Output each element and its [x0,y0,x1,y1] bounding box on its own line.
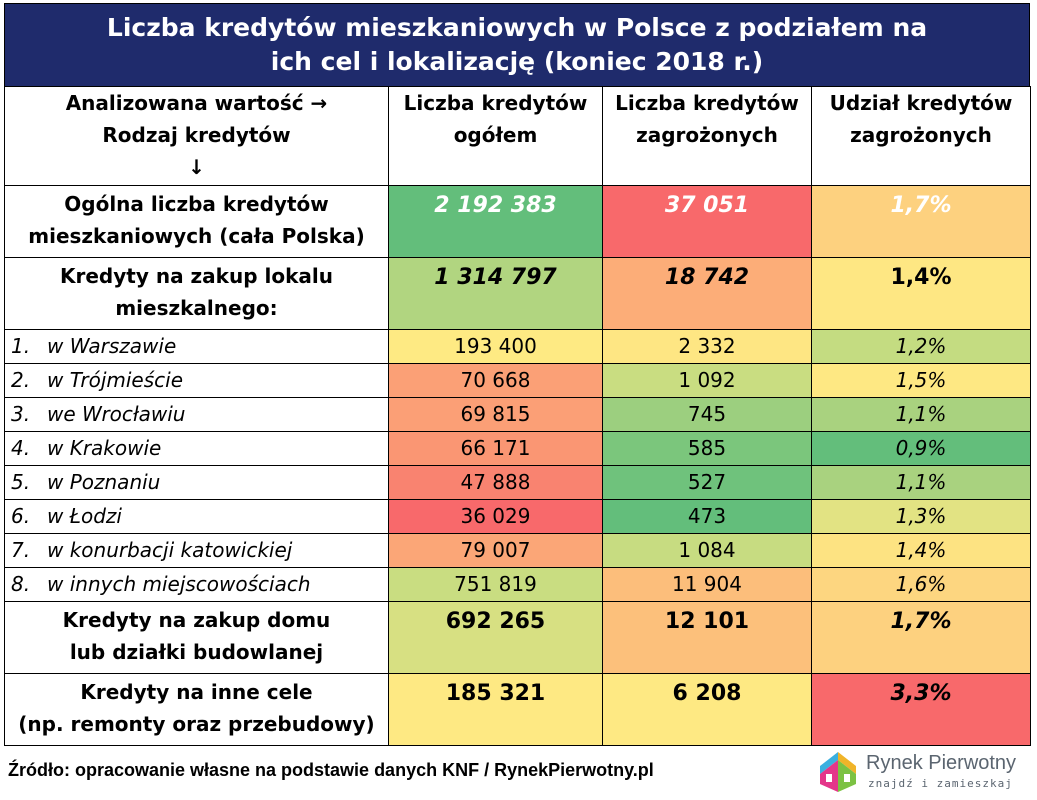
cell-share: 1,7% [811,601,1031,674]
cell-at-risk: 18 742 [602,257,812,330]
cell-share: 1,2% [811,329,1031,364]
cell-total: 2 192 383 [388,185,603,258]
row-flats: Kredyty na zakup lokalu mieszkalnego: 1 … [4,257,1031,330]
row-label: Kredyty na inne cele (np. remonty oraz p… [4,673,389,746]
cell-total: 36 029 [388,499,603,534]
house-logo-icon [820,752,856,792]
title-line-2: ich cel i lokalizację (koniec 2018 r.) [270,47,764,76]
cell-total: 66 171 [388,431,603,466]
cell-total: 185 321 [388,673,603,746]
cell-share: 1,5% [811,363,1031,398]
cell-total: 193 400 [388,329,603,364]
cell-at-risk: 745 [602,397,812,432]
city-label: 8. w innych miejscowościach [4,567,389,602]
cell-share: 1,1% [811,465,1031,500]
row-city: 8. w innych miejscowościach 751 819 11 90… [4,567,1031,602]
row-city: 2. w Trójmieście 70 668 1 092 1,5% [4,363,1031,398]
cell-total: 751 819 [388,567,603,602]
logo-tagline: znajdź i zamieszkaj [868,777,1013,790]
logo-brand-name: Rynek Pierwotny [866,752,1017,774]
cell-total: 692 265 [388,601,603,674]
cell-at-risk: 6 208 [602,673,812,746]
cell-share: 1,1% [811,397,1031,432]
header-corner: Analizowana wartość → Rodzaj kredytów ↓ [4,86,389,186]
row-total-poland: Ogólna liczba kredytów mieszkaniowych (c… [4,185,1031,258]
cell-total: 70 668 [388,363,603,398]
cell-share: 1,7% [811,185,1031,258]
row-houses: Kredyty na zakup domu lub działki budowl… [4,601,1031,674]
city-label: 4. w Krakowie [4,431,389,466]
row-city: 3. we Wrocławiu 69 815 745 1,1% [4,397,1031,432]
cell-at-risk: 527 [602,465,812,500]
city-label: 6. w Łodzi [4,499,389,534]
cell-total: 47 888 [388,465,603,500]
header-total-loans: Liczba kredytów ogółem [388,86,603,186]
header-at-risk-loans: Liczba kredytów zagrożonych [602,86,812,186]
cell-share: 3,3% [811,673,1031,746]
row-city: 1. w Warszawie 193 400 2 332 1,2% [4,329,1031,364]
cell-total: 69 815 [388,397,603,432]
city-label: 2. w Trójmieście [4,363,389,398]
cell-at-risk: 37 051 [602,185,812,258]
city-label: 1. w Warszawie [4,329,389,364]
title-line-1: Liczba kredytów mieszkaniowych w Polsce … [106,13,928,42]
loans-table: Analizowana wartość → Rodzaj kredytów ↓ … [4,86,1031,746]
header-at-risk-share: Udział kredytów zagrożonych [811,86,1031,186]
row-label: Kredyty na zakup domu lub działki budowl… [4,601,389,674]
row-city: 4. w Krakowie 66 171 585 0,9% [4,431,1031,466]
city-label: 7. w konurbacji katowickiej [4,533,389,568]
city-label: 3. we Wrocławiu [4,397,389,432]
row-city: 6. w Łodzi 36 029 473 1,3% [4,499,1031,534]
cell-at-risk: 12 101 [602,601,812,674]
row-city: 5. w Poznaniu 47 888 527 1,1% [4,465,1031,500]
row-label: Kredyty na zakup lokalu mieszkalnego: [4,257,389,330]
cell-share: 1,3% [811,499,1031,534]
row-city: 7. w konurbacji katowickiej 79 007 1 084 … [4,533,1031,568]
cell-at-risk: 1 092 [602,363,812,398]
cell-at-risk: 2 332 [602,329,812,364]
cell-share: 0,9% [811,431,1031,466]
row-other-purposes: Kredyty na inne cele (np. remonty oraz p… [4,673,1031,746]
city-label: 5. w Poznaniu [4,465,389,500]
cell-share: 1,6% [811,567,1031,602]
cell-total: 79 007 [388,533,603,568]
row-label: Ogólna liczba kredytów mieszkaniowych (c… [4,185,389,258]
cell-at-risk: 585 [602,431,812,466]
source-note: Źródło: opracowanie własne na podstawie … [8,760,654,780]
rynek-pierwotny-logo: Rynek Pierwotny znajdź i zamieszkaj [816,748,1031,796]
cell-at-risk: 1 084 [602,533,812,568]
header-row: Analizowana wartość → Rodzaj kredytów ↓ … [4,86,1031,186]
cell-total: 1 314 797 [388,257,603,330]
table-title: Liczba kredytów mieszkaniowych w Polsce … [4,3,1030,87]
cell-share: 1,4% [811,257,1031,330]
cell-at-risk: 11 904 [602,567,812,602]
cell-share: 1,4% [811,533,1031,568]
cell-at-risk: 473 [602,499,812,534]
